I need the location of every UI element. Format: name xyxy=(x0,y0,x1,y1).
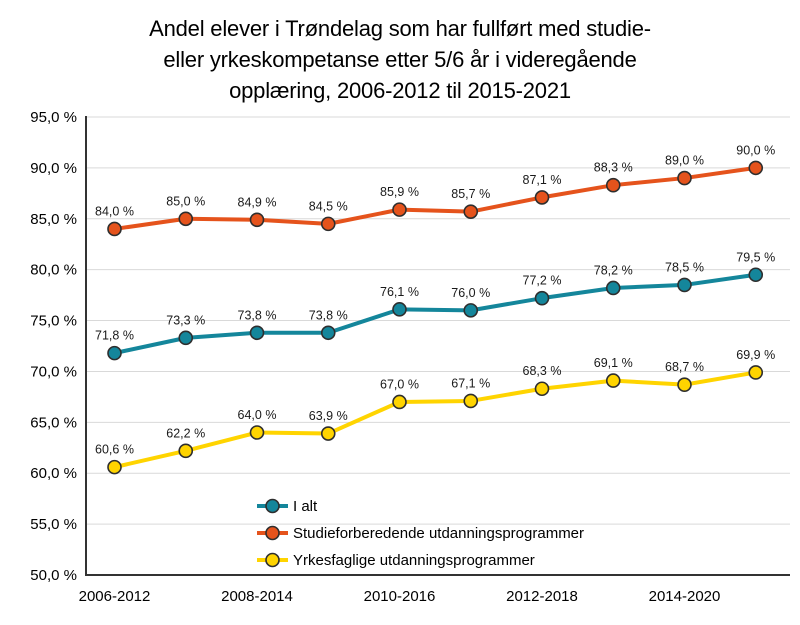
x-tick-label: 2010-2016 xyxy=(364,588,436,605)
series-point xyxy=(748,267,764,283)
series-point xyxy=(463,204,479,219)
legend-item-marker xyxy=(265,498,280,514)
y-tick-label: 90,0 % xyxy=(30,160,77,177)
point-label: 89,0 % xyxy=(665,154,704,168)
x-tick-label: 2006-2012 xyxy=(79,588,151,605)
series-point xyxy=(677,277,692,293)
series-point xyxy=(249,325,265,341)
y-tick-label: 75,0 % xyxy=(30,313,77,330)
point-label: 87,1 % xyxy=(523,173,562,187)
point-label: 84,0 % xyxy=(95,204,134,218)
series-line xyxy=(112,370,758,470)
series-point xyxy=(178,330,194,346)
y-tick-label: 95,0 % xyxy=(30,109,77,126)
series-point xyxy=(178,211,194,227)
point-label: 84,9 % xyxy=(238,195,277,209)
series-point xyxy=(392,202,407,217)
series-point xyxy=(320,325,336,341)
point-label: 62,2 % xyxy=(166,426,205,440)
x-tick-label: 2012-2018 xyxy=(506,588,578,605)
x-tick-label: 2008-2014 xyxy=(221,588,293,605)
point-label: 77,2 % xyxy=(523,274,562,288)
y-tick-label: 60,0 % xyxy=(30,465,77,482)
series-point xyxy=(748,160,764,176)
point-label: 90,0 % xyxy=(736,143,775,157)
series-line xyxy=(112,165,758,231)
point-label: 73,3 % xyxy=(166,313,205,327)
series-point xyxy=(748,365,764,380)
legend-item-marker xyxy=(265,552,280,568)
point-label: 64,0 % xyxy=(238,408,277,422)
series-point xyxy=(249,212,265,228)
point-label: 71,8 % xyxy=(95,329,134,343)
x-tick-label: 2014-2020 xyxy=(649,588,721,605)
series-point xyxy=(534,290,550,306)
point-label: 79,5 % xyxy=(736,250,775,264)
point-label: 78,5 % xyxy=(665,260,704,274)
point-label: 85,0 % xyxy=(166,194,205,208)
y-tick-label: 85,0 % xyxy=(30,211,77,228)
chart-title-line-2: eller yrkeskompetanse etter 5/6 år i vid… xyxy=(163,47,637,72)
series-point xyxy=(534,190,550,205)
series-point xyxy=(605,373,621,388)
point-label: 68,7 % xyxy=(665,360,704,374)
series-point xyxy=(463,393,479,409)
series-point xyxy=(320,426,336,441)
point-label: 69,9 % xyxy=(736,348,775,362)
y-tick-label: 70,0 % xyxy=(30,363,77,380)
point-label: 69,1 % xyxy=(594,356,633,370)
point-label: 78,2 % xyxy=(594,263,633,277)
point-label: 84,5 % xyxy=(309,199,348,213)
series-point xyxy=(534,381,550,397)
point-label: 67,0 % xyxy=(380,377,419,391)
point-label: 67,1 % xyxy=(451,376,490,390)
point-label: 60,6 % xyxy=(95,443,134,457)
series-point xyxy=(249,425,265,440)
series-line xyxy=(112,272,758,356)
point-label: 68,3 % xyxy=(523,364,562,378)
point-label: 85,7 % xyxy=(451,187,490,201)
series-point xyxy=(392,394,407,410)
series-point xyxy=(605,177,621,193)
point-label: 73,8 % xyxy=(309,308,348,322)
legend-item-label: Studieforberedende utdanningsprogrammer xyxy=(293,525,584,542)
series-point xyxy=(178,443,194,459)
legend-item-label: I alt xyxy=(293,498,318,515)
point-label: 85,9 % xyxy=(380,185,419,199)
legend-item-label: Yrkesfaglige utdanningsprogrammer xyxy=(293,552,535,569)
y-tick-label: 80,0 % xyxy=(30,262,77,279)
series-point xyxy=(107,221,122,237)
series-point xyxy=(677,170,692,186)
point-label: 88,3 % xyxy=(594,161,633,175)
y-tick-label: 50,0 % xyxy=(30,567,77,584)
point-label: 73,8 % xyxy=(238,308,277,322)
series-point xyxy=(107,345,122,361)
y-tick-label: 55,0 % xyxy=(30,516,77,533)
y-tick-label: 65,0 % xyxy=(30,414,77,431)
point-label: 63,9 % xyxy=(309,409,348,423)
series-point xyxy=(677,377,692,392)
legend-item-marker xyxy=(265,525,280,541)
point-label: 76,1 % xyxy=(380,285,419,299)
series-point xyxy=(463,303,479,318)
point-label: 76,0 % xyxy=(451,286,490,300)
chart-title-line-3: opplæring, 2006-2012 til 2015-2021 xyxy=(229,78,571,103)
series-point xyxy=(320,216,336,232)
chart-title: Andel elever i Trøndelag som har fullfør… xyxy=(0,13,800,106)
series-point xyxy=(392,302,407,317)
series-point xyxy=(107,459,122,475)
chart-title-line-1: Andel elever i Trøndelag som har fullfør… xyxy=(149,16,651,41)
series-point xyxy=(605,280,621,296)
